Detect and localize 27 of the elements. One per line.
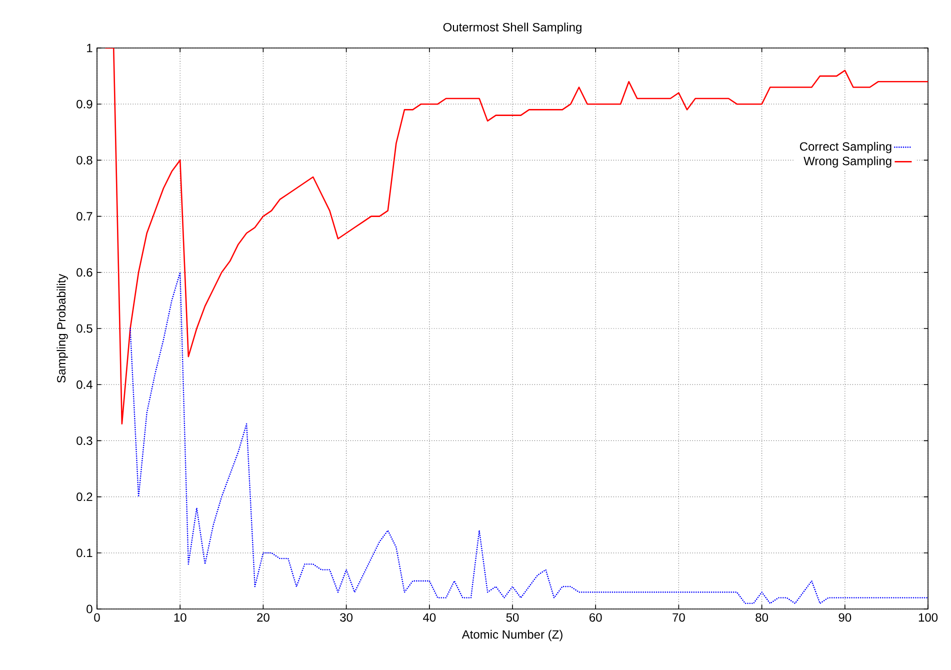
y-tick-label: 0.9 [76,100,92,108]
y-axis-title: Sampling Probability [56,274,68,383]
x-tick-label: 80 [756,613,768,622]
x-tick-label: 60 [590,613,602,622]
y-tick-label: 0.8 [76,156,92,164]
legend-label: Correct Sampling [800,142,892,154]
y-tick-label: 1 [87,44,92,52]
y-tick-label: 0.6 [76,268,92,277]
x-tick-label: 10 [174,613,186,622]
x-tick-label: 50 [506,613,519,622]
x-tick-label: 20 [257,613,270,622]
x-tick-label: 0 [94,613,100,622]
x-tick-label: 40 [423,613,436,622]
y-tick-label: 0.7 [76,212,92,221]
x-tick-label: 100 [918,613,938,622]
legend-label: Wrong Sampling [804,156,892,168]
x-axis-title: Atomic Number (Z) [462,630,562,642]
y-tick-label: 0 [86,604,92,614]
y-tick-label: 0.5 [76,324,92,333]
y-tick-label: 0.3 [76,436,92,445]
chart-title: Outermost Shell Sampling [443,22,582,34]
x-tick-label: 70 [672,613,685,622]
y-tick-label: 0.1 [76,548,92,558]
x-tick-label: 30 [340,613,353,622]
y-tick-label: 0.4 [76,380,92,389]
x-tick-label: 90 [838,613,852,622]
y-tick-label: 0.2 [76,492,92,502]
